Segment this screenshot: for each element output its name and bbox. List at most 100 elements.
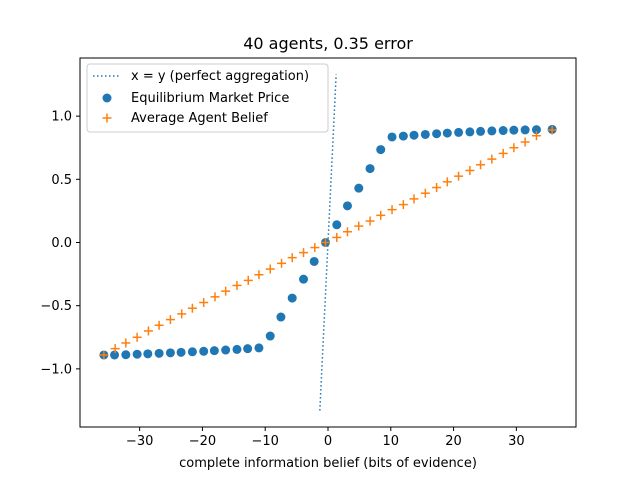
- agent-belief-point: [221, 286, 231, 296]
- agent-belief-point: [398, 200, 408, 210]
- market-price-point: [299, 274, 309, 284]
- market-price-point: [309, 256, 319, 266]
- agent-belief-point: [520, 137, 530, 147]
- y-axis: −1.0 −0.5 0.0 0.5 1.0: [40, 110, 80, 377]
- agent-belief-point: [254, 270, 264, 280]
- agent-belief-point: [365, 216, 375, 226]
- agent-belief-point: [299, 248, 309, 258]
- agent-belief-point: [320, 238, 330, 247]
- market-price-point: [354, 183, 364, 193]
- agent-belief-point: [420, 188, 430, 198]
- market-price-point: [254, 343, 264, 353]
- market-price-point: [409, 130, 419, 140]
- x-axis-label: complete information belief (bits of evi…: [179, 456, 477, 471]
- legend-box: [86, 63, 329, 133]
- market-price-point: [121, 350, 131, 360]
- x-tick-label: 0: [324, 434, 332, 449]
- plot-content: [99, 74, 557, 411]
- agent-belief-point: [121, 338, 131, 348]
- agent-belief-point: [498, 148, 508, 158]
- market-price-point: [232, 344, 242, 354]
- market-price-point: [187, 347, 197, 357]
- x-axis: −30 −20 −10 0 10 20 30: [126, 427, 525, 449]
- agent-belief-point: [442, 177, 452, 187]
- agent-belief-point: [187, 303, 197, 313]
- agent-belief-point: [154, 320, 164, 330]
- agent-belief-point: [110, 344, 120, 354]
- agent-belief-point: [287, 253, 297, 263]
- market-price-point: [110, 350, 120, 360]
- market-price-point: [243, 344, 253, 354]
- agent-belief-point: [487, 154, 497, 164]
- market-price-point: [465, 127, 475, 137]
- legend-label-agent-belief: Average Agent Belief: [131, 111, 268, 126]
- x-tick-label: −30: [126, 434, 153, 449]
- legend-circle-marker: [102, 93, 112, 103]
- market-price-point: [498, 126, 508, 136]
- market-price-point: [509, 125, 519, 135]
- market-price-point: [199, 346, 209, 356]
- agent-belief-point: [454, 171, 464, 181]
- market-price-point: [442, 128, 452, 138]
- y-tick-label: 0.0: [51, 236, 72, 251]
- market-price-point: [454, 127, 464, 137]
- market-price-point: [332, 220, 342, 230]
- market-price-point: [387, 132, 397, 142]
- x-tick-label: 10: [383, 434, 400, 449]
- market-price-point: [276, 312, 286, 322]
- agent-belief-point: [476, 160, 486, 170]
- market-price-point: [487, 126, 497, 136]
- agent-belief-point: [354, 221, 364, 231]
- agent-belief-point: [432, 183, 442, 193]
- chart-title: 40 agents, 0.35 error: [243, 34, 413, 53]
- x-tick-label: 20: [445, 434, 462, 449]
- agent-belief-point: [199, 298, 209, 308]
- y-tick-label: −1.0: [40, 362, 72, 377]
- x-tick-label: −20: [189, 434, 216, 449]
- agent-belief-point: [277, 258, 287, 268]
- agent-belief-point: [132, 332, 142, 342]
- market-price-point: [476, 126, 486, 136]
- market-price-point: [432, 129, 442, 139]
- agent-belief-point: [143, 326, 153, 336]
- agent-belief-point: [165, 315, 175, 325]
- agent-belief-point: [243, 275, 253, 285]
- market-price-point: [287, 293, 297, 303]
- agent-belief-point: [232, 280, 242, 290]
- market-price-point: [420, 129, 430, 139]
- agent-belief-point: [177, 309, 187, 319]
- market-price-point: [398, 131, 408, 141]
- legend: x = y (perfect aggregation) Equilibrium …: [86, 63, 329, 133]
- y-tick-label: 0.5: [51, 173, 72, 188]
- y-tick-label: 1.0: [51, 110, 72, 125]
- agent-belief-point: [547, 125, 557, 135]
- legend-plus-marker: [102, 113, 112, 123]
- agent-belief-point: [509, 143, 519, 153]
- agent-belief-point: [210, 292, 220, 302]
- agent-belief-point: [342, 227, 352, 237]
- market-price-point: [365, 164, 375, 174]
- market-price-point: [531, 125, 541, 135]
- market-price-point: [265, 331, 275, 341]
- x-tick-label: −10: [251, 434, 278, 449]
- market-price-point: [342, 201, 352, 211]
- agent-belief-point: [310, 243, 320, 253]
- market-price-point: [154, 348, 164, 358]
- market-price-point: [143, 349, 153, 359]
- agent-belief-point: [376, 210, 386, 220]
- market-price-point: [165, 348, 175, 358]
- market-price-point: [209, 346, 219, 356]
- x-tick-label: 30: [508, 434, 525, 449]
- legend-label-market-price: Equilibrium Market Price: [131, 91, 289, 106]
- market-price-point: [520, 125, 530, 135]
- market-price-point: [132, 349, 142, 359]
- agent-belief-point: [265, 264, 275, 274]
- y-tick-label: −0.5: [40, 299, 72, 314]
- market-price-point: [221, 345, 231, 355]
- agent-belief-point: [387, 205, 397, 215]
- agent-belief-point: [465, 165, 475, 175]
- agent-belief-point: [531, 131, 541, 141]
- agent-belief-point: [99, 350, 109, 360]
- agent-belief-point: [332, 232, 342, 242]
